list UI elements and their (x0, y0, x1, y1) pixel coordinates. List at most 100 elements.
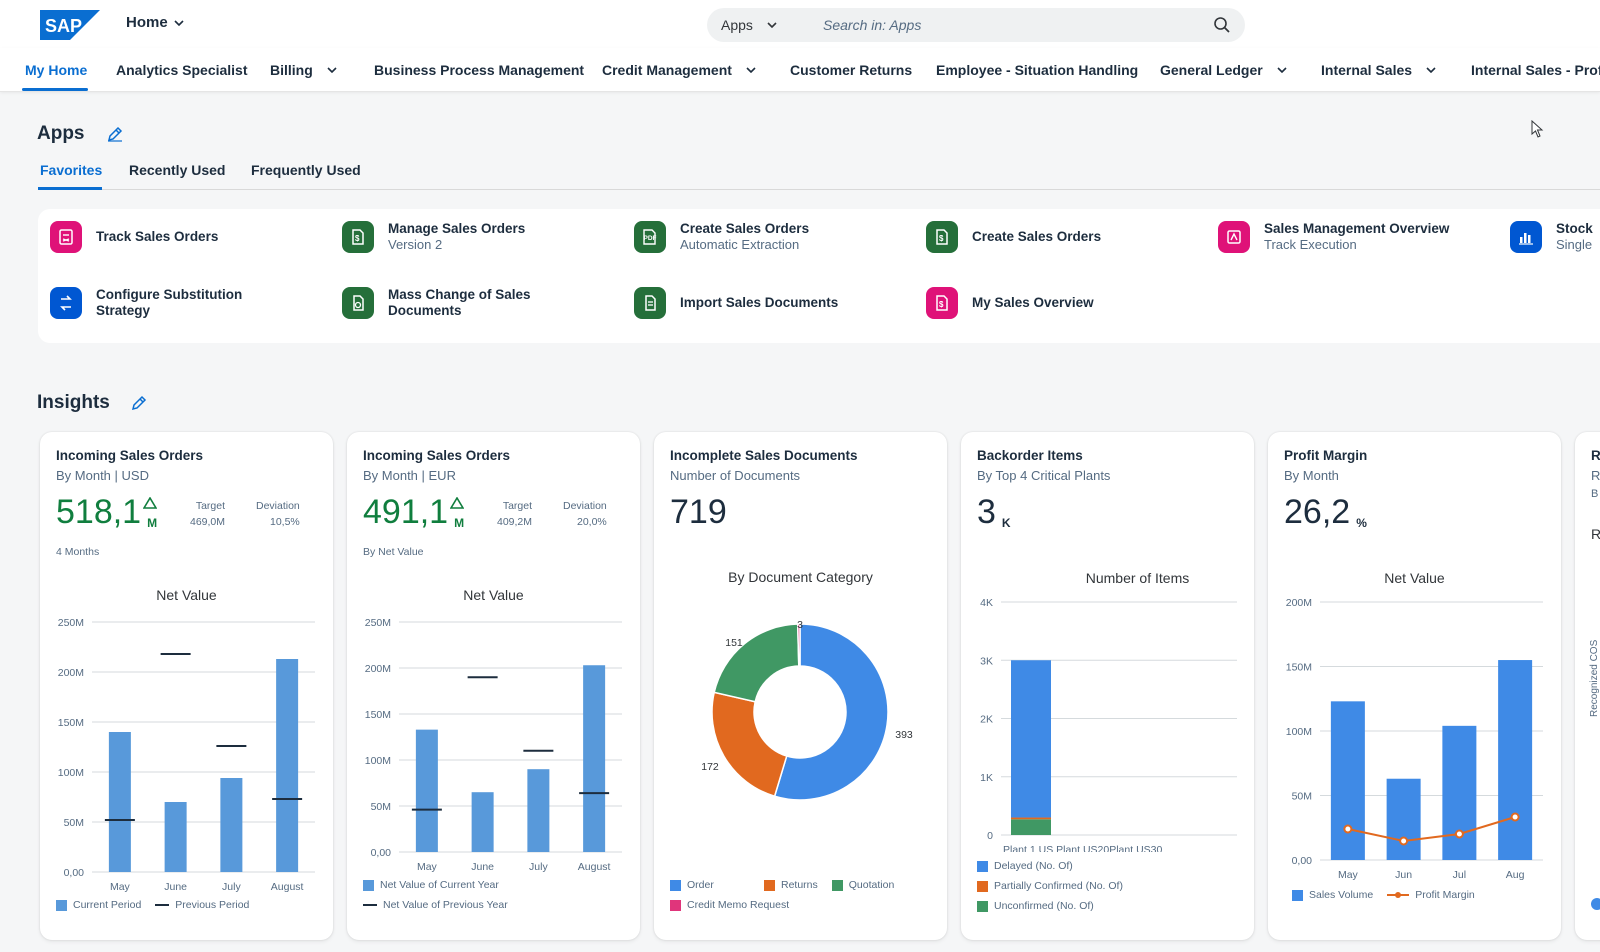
chevron-down-icon (1426, 67, 1436, 73)
nav-label: Credit Management (602, 62, 732, 78)
profit-margin-point (1343, 824, 1353, 834)
legend-swatch (670, 879, 681, 891)
app-tile-stock[interactable]: Stock Single (1510, 221, 1593, 253)
y-tick-label: 50M (1292, 791, 1312, 803)
app-tile-manage-sales-orders[interactable]: $ Manage Sales Orders Version 2 (342, 221, 525, 253)
x-tick-label: August (271, 881, 304, 892)
legend-label: Quotation (848, 879, 895, 891)
nav-customer-returns[interactable]: Customer Returns (790, 62, 912, 78)
sap-logo[interactable]: SAP (40, 10, 100, 40)
app-tile-track-sales-orders[interactable]: Track Sales Orders (50, 221, 218, 253)
legend-label: Profit Margin (1415, 889, 1475, 901)
insights-title: Insights (37, 392, 110, 413)
tab-divider (38, 189, 1600, 190)
chart-legend: Sales Volume Profit Margin (1292, 885, 1489, 905)
profit-margin-point (1510, 812, 1520, 822)
insight-card-partial[interactable]: R R B R Recognized COS (1575, 432, 1600, 940)
x-tick-label: Jul (1453, 869, 1466, 881)
nav-active-indicator (22, 88, 88, 91)
sales-overview-icon: $ (926, 287, 958, 319)
search-icon[interactable] (1213, 16, 1231, 34)
legend-swatch (363, 904, 377, 906)
kpi-unit: K (1001, 516, 1011, 530)
nav-analytics-specialist[interactable]: Analytics Specialist (116, 62, 248, 78)
kpi-unit: M (147, 516, 158, 530)
nav-business-process-management[interactable]: Business Process Management (374, 62, 584, 78)
chart-legend: Net Value of Current Year Net Value of P… (363, 875, 522, 915)
search-input[interactable] (823, 17, 1213, 33)
home-menu[interactable]: Home (126, 14, 184, 31)
kpi: 719 (670, 492, 727, 532)
nav-my-home[interactable]: My Home (25, 62, 87, 78)
chevron-down-icon (1277, 67, 1287, 73)
app-tile-create-sales-orders-extraction[interactable]: PDF Create Sales Orders Automatic Extract… (634, 221, 809, 253)
y-tick-label: 250M (365, 617, 391, 629)
edit-apps-pencil-icon[interactable] (106, 125, 124, 143)
kpi-value: 491,1 (363, 493, 449, 531)
tab-frequently-used[interactable]: Frequently Used (251, 162, 361, 178)
target: Target 469,0M (190, 498, 225, 530)
insight-card-incomplete-sales-documents[interactable]: Incomplete Sales Documents Number of Doc… (654, 432, 947, 940)
deviation-value: 20,0% (577, 516, 607, 528)
data-label: 393 (895, 729, 913, 741)
edit-insights-pencil-icon[interactable] (130, 394, 148, 412)
kpi: 518,1 M (56, 492, 157, 532)
app-tile-configure-substitution-strategy[interactable]: Configure Substitution Strategy (50, 287, 242, 319)
x-tick-label: June (164, 881, 187, 892)
x-tick-label: Aug (1506, 869, 1525, 881)
app-tile-mass-change-sales-documents[interactable]: Mass Change of Sales Documents (342, 287, 531, 319)
x-tick-label: May (417, 861, 438, 872)
app-subtitle: Version 2 (388, 237, 443, 252)
y-tick-label: 0,00 (371, 847, 392, 859)
kpi-value: 26,2 (1284, 493, 1351, 531)
legend-label: Partially Confirmed (No. Of) (994, 880, 1123, 892)
app-tile-import-sales-documents[interactable]: Import Sales Documents (634, 287, 838, 319)
nav-internal-sales-profe[interactable]: Internal Sales - Profe (1471, 62, 1600, 78)
insight-card-backorder-items[interactable]: Backorder Items By Top 4 Critical Plants… (961, 432, 1254, 940)
bar-segment-partially (1011, 817, 1051, 820)
legend-label: Delayed (No. Of) (994, 860, 1073, 872)
nav-general-ledger[interactable]: General Ledger (1160, 62, 1287, 78)
nav-label: My Home (25, 62, 88, 78)
insight-card-profit-margin[interactable]: Profit Margin By Month 26,2 % Net Value … (1268, 432, 1561, 940)
app-title: My Sales Overview (972, 295, 1094, 310)
app-tile-sales-management-overview[interactable]: Sales Management Overview Track Execution (1218, 221, 1449, 253)
legend-label: Current Period (73, 899, 142, 911)
y-tick-label: 100M (1286, 726, 1312, 738)
deviation: Deviation 10,5% (256, 498, 300, 530)
x-tick-label: May (1338, 869, 1359, 881)
legend-item: Order (670, 875, 750, 895)
bar-segment-unconfirmed (1011, 819, 1051, 835)
nav-employee-situation-handling[interactable]: Employee - Situation Handling (936, 62, 1138, 78)
target-value: 409,2M (497, 516, 533, 528)
legend-item: Returns (764, 875, 818, 895)
tab-recently-used[interactable]: Recently Used (129, 162, 226, 178)
nav-label: General Ledger (1160, 62, 1263, 78)
bar-august (276, 659, 299, 872)
bar-chart-icon (1510, 221, 1542, 253)
svg-text:$: $ (355, 234, 360, 243)
legend-swatch (363, 879, 374, 891)
app-subtitle: Single (1556, 237, 1593, 252)
legend-item: Net Value of Current Year (363, 875, 508, 895)
app-tile-create-sales-orders[interactable]: $ Create Sales Orders (926, 221, 1101, 253)
bar-august (583, 665, 606, 852)
nav-credit-management[interactable]: Credit Management (602, 62, 756, 78)
donut-slice-credit-memo-request (796, 623, 801, 667)
app-tile-my-sales-overview[interactable]: $ My Sales Overview (926, 287, 1094, 319)
tab-favorites[interactable]: Favorites (40, 162, 103, 178)
substitution-icon (50, 287, 82, 319)
search-scope-select[interactable]: Apps (721, 17, 801, 33)
chevron-down-icon (767, 22, 777, 28)
logo-text: SAP (45, 16, 82, 36)
insight-card-incoming-sales-eur[interactable]: Incoming Sales Orders By Month | EUR 491… (347, 432, 640, 940)
legend-swatch (977, 880, 988, 892)
data-label: 151 (725, 637, 743, 649)
x-tick-label: Plant 1 US Plant US20Plant US30 (1003, 844, 1163, 852)
bar-june (164, 802, 187, 872)
nav-billing[interactable]: Billing (270, 62, 337, 78)
deviation-value: 10,5% (270, 516, 300, 528)
nav-label: Employee - Situation Handling (936, 62, 1139, 78)
nav-internal-sales[interactable]: Internal Sales (1321, 62, 1436, 78)
insight-card-incoming-sales-usd[interactable]: Incoming Sales Orders By Month | USD 518… (40, 432, 333, 940)
